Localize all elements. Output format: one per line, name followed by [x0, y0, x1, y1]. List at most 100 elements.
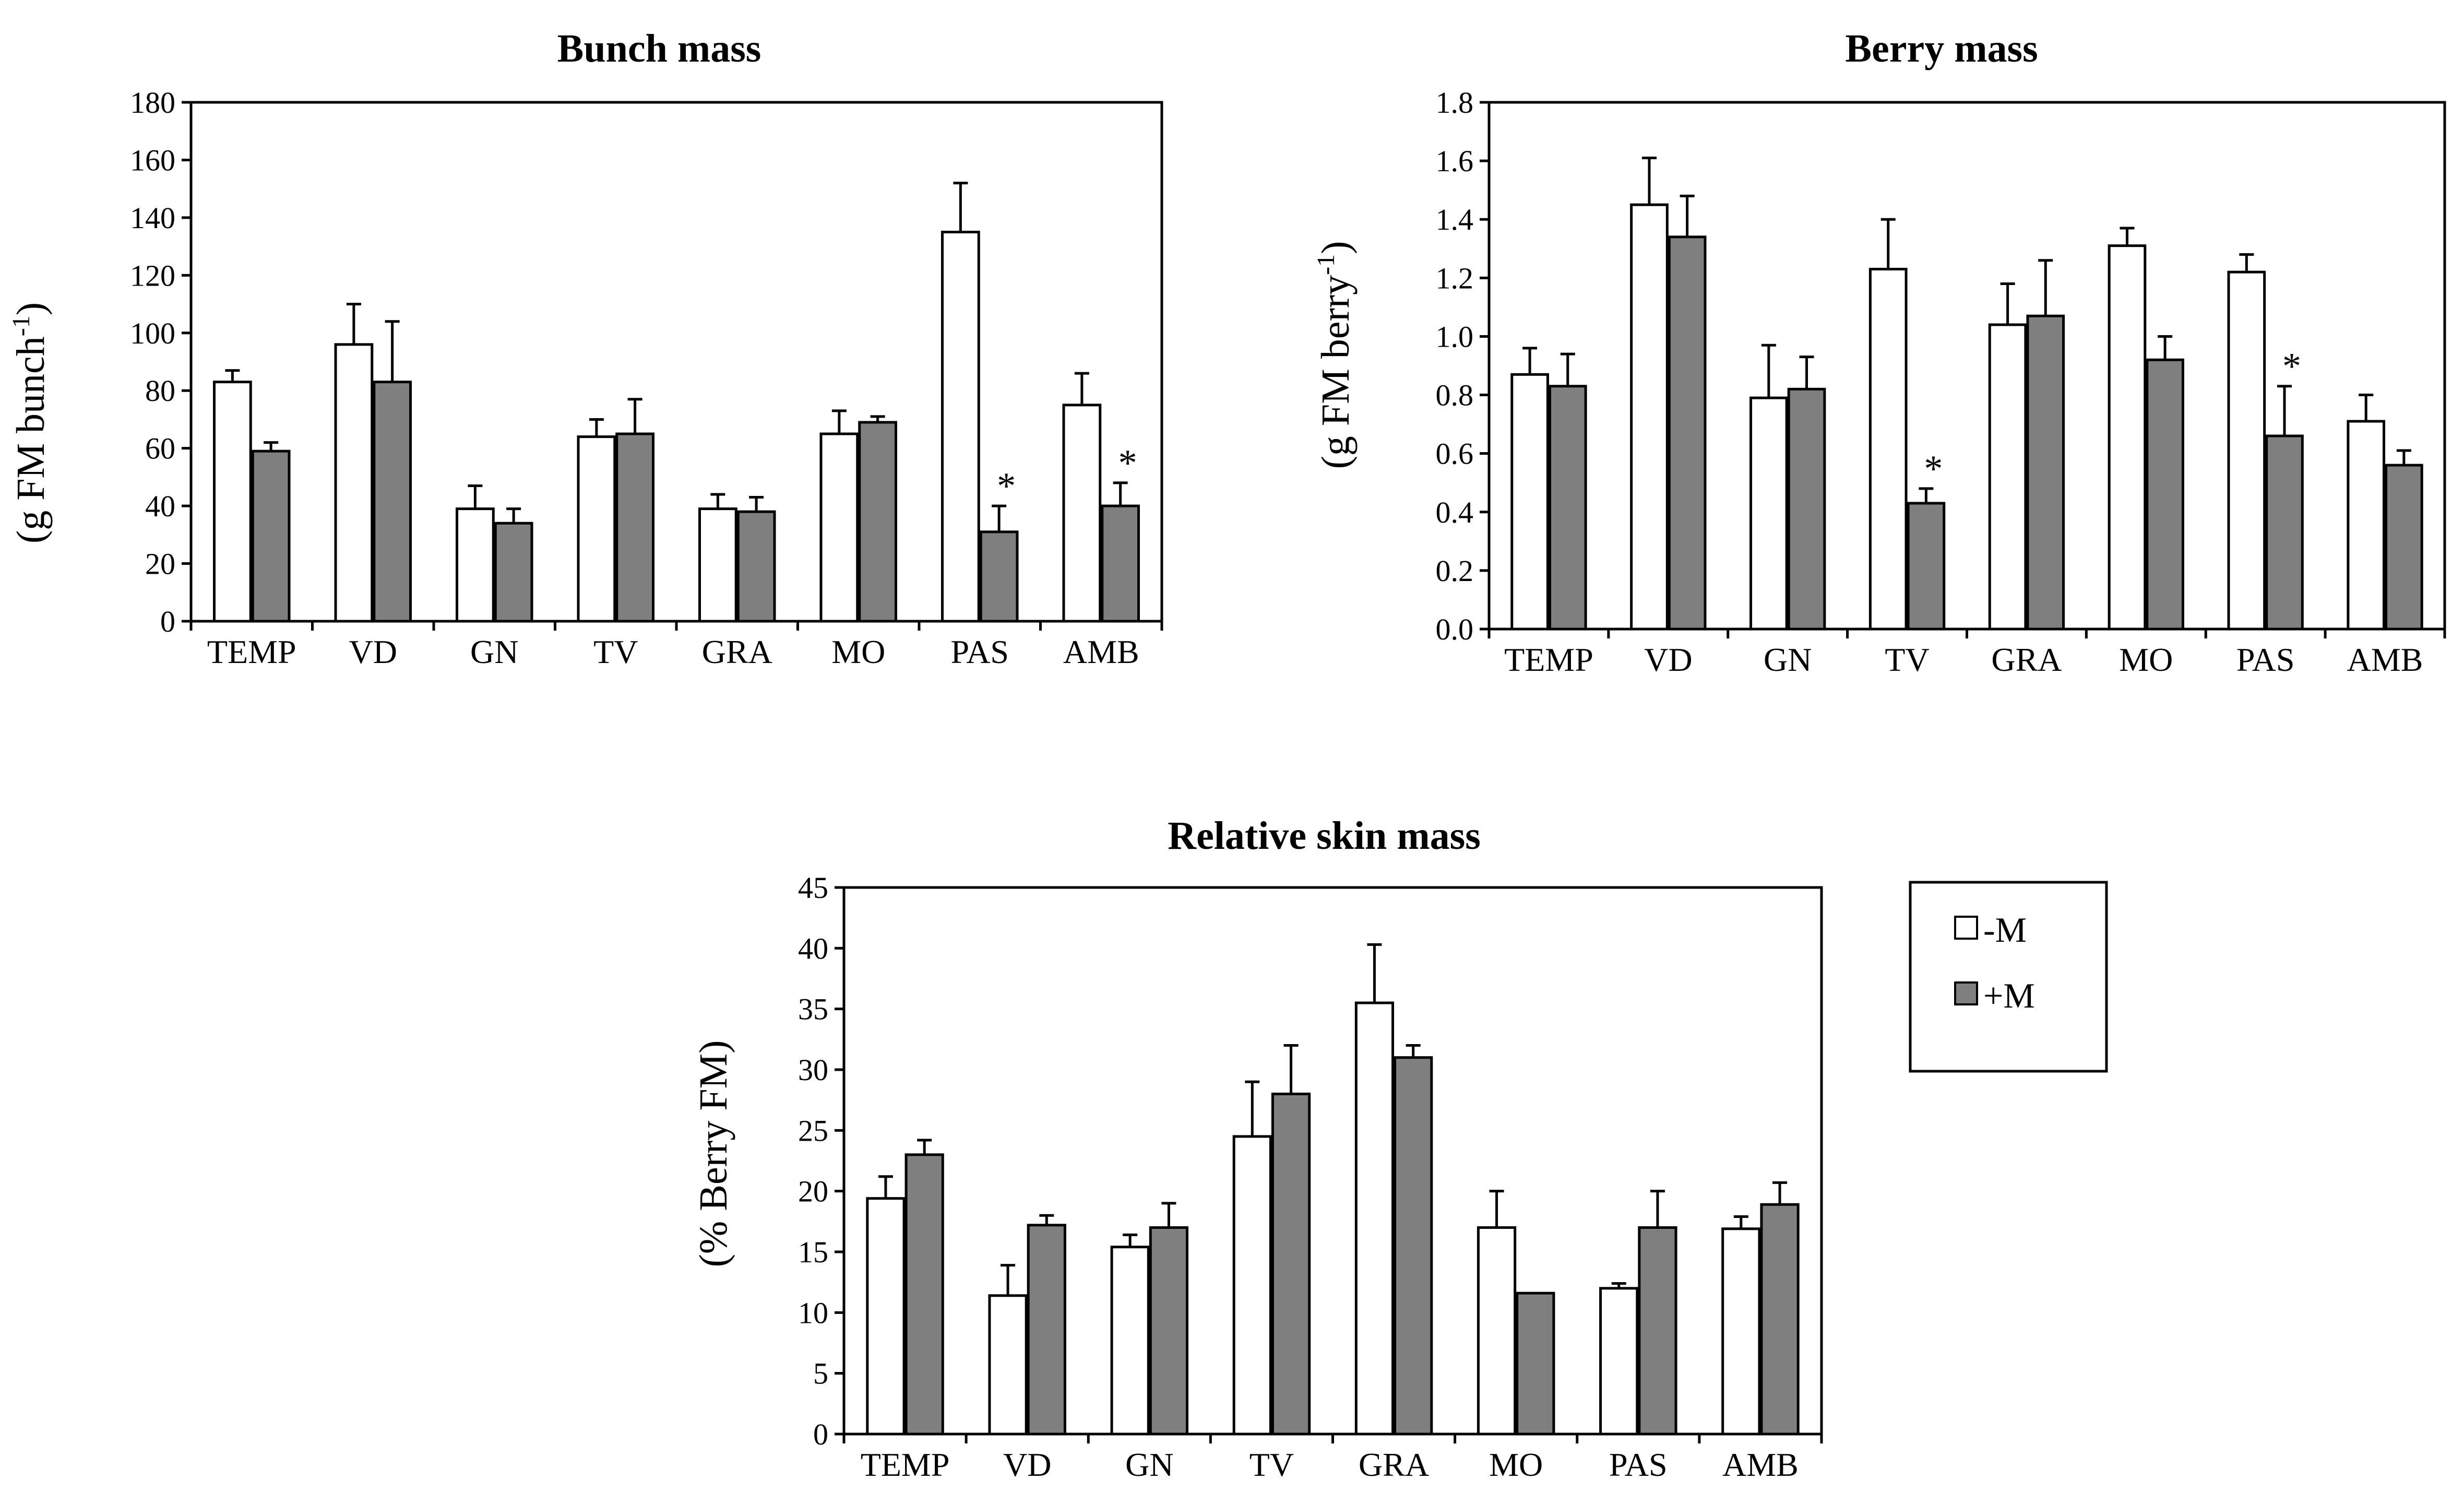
legend: -M +M — [1909, 881, 2108, 1073]
bar-minus-m — [2227, 270, 2266, 631]
y-tick-label: 0 — [160, 605, 175, 638]
y-tick-label: 5 — [813, 1357, 828, 1391]
bar-minus-m — [1510, 373, 1549, 631]
bar-minus-m — [1110, 1246, 1150, 1436]
bar-minus-m — [1477, 1226, 1517, 1436]
legend-box — [1909, 881, 2108, 1073]
legend-swatch-minus-m — [1954, 916, 1978, 940]
bar-plus-m — [615, 432, 654, 623]
bar-minus-m — [334, 343, 374, 623]
significance-marker: * — [1924, 448, 1943, 490]
x-tick-label: AMB — [1063, 633, 1139, 670]
bar-plus-m — [251, 449, 291, 623]
bar-plus-m — [1394, 1056, 1433, 1436]
bar-minus-m — [1599, 1287, 1639, 1436]
y-tick-label: 1.0 — [1436, 319, 1474, 353]
legend-swatch-plus-m — [1954, 981, 1978, 1005]
x-tick-label: PAS — [2236, 641, 2295, 678]
x-tick-label: TV — [593, 633, 638, 670]
bar-minus-m — [1232, 1135, 1272, 1436]
bar-plus-m — [1271, 1093, 1311, 1436]
relative-skin-mass-chart: Relative skin mass (% Berry FM) 0 5 10 15 20… — [692, 814, 1823, 1483]
x-tick-label: TEMP — [1504, 641, 1593, 678]
x-tick-label: GRA — [1359, 1446, 1429, 1483]
y-tick-label: 120 — [130, 258, 175, 292]
bar-plus-m — [1027, 1224, 1066, 1436]
bar-plus-m — [1760, 1203, 1800, 1436]
y-tick-label: 40 — [798, 931, 828, 965]
x-tick-label: TV — [1249, 1446, 1294, 1483]
y-tick-label: 0.4 — [1436, 495, 1474, 529]
bar-plus-m — [1668, 235, 1707, 631]
chart-title: Bunch mass — [557, 27, 761, 70]
bar-plus-m — [1907, 502, 1946, 631]
berry-mass-chart: Berry mass (g FM berry-1) 0.0 0.2 0.4 0.6 0.… — [1312, 27, 2446, 678]
y-axis-label: (g FM bunch-1) — [7, 302, 53, 543]
legend-label-minus-m: -M — [1983, 910, 2027, 950]
x-tick-label: AMB — [1722, 1446, 1799, 1483]
bar-plus-m — [1516, 1292, 1555, 1436]
bar-minus-m — [2347, 420, 2386, 631]
y-tick-label: 60 — [145, 432, 175, 466]
y-tick-label: 0.2 — [1436, 554, 1474, 588]
y-tick-label: 80 — [145, 374, 175, 408]
y-tick-label: 10 — [798, 1296, 828, 1330]
bar-plus-m — [1149, 1226, 1189, 1436]
significance-marker: * — [997, 465, 1016, 507]
bunch-mass-chart: Bunch mass (g FM bunch-1) 0 20 40 60 80 100 12… — [7, 27, 1163, 670]
y-tick-label: 140 — [130, 201, 175, 235]
x-tick-label: GN — [1764, 641, 1812, 678]
x-tick-label: PAS — [1609, 1446, 1668, 1483]
bar-minus-m — [577, 435, 616, 623]
bar-plus-m — [736, 510, 776, 623]
x-tick-label: TEMP — [861, 1446, 950, 1483]
significance-marker: * — [2282, 346, 2301, 387]
bar-plus-m — [2385, 464, 2423, 631]
bar-minus-m — [1721, 1227, 1761, 1436]
y-tick-label: 35 — [798, 992, 828, 1026]
y-axis-label: (% Berry FM) — [692, 1040, 735, 1268]
bar-minus-m — [2108, 244, 2147, 631]
bar-plus-m — [1787, 387, 1826, 631]
x-tick-label: TEMP — [207, 633, 296, 670]
bar-minus-m — [1062, 404, 1102, 623]
x-tick-label: MO — [1489, 1446, 1543, 1483]
bar-plus-m — [1638, 1226, 1677, 1436]
x-tick-label: GN — [1125, 1446, 1173, 1483]
bar-minus-m — [1988, 323, 2027, 631]
y-tick-label: 20 — [145, 547, 175, 581]
bar-plus-m — [979, 530, 1019, 623]
x-tick-label: MO — [2119, 641, 2173, 678]
y-tick-label: 1.2 — [1436, 261, 1474, 295]
x-tick-label: PAS — [950, 633, 1009, 670]
y-axis-label: (g FM berry-1) — [1312, 241, 1358, 469]
bar-minus-m — [1354, 1001, 1395, 1436]
bar-plus-m — [494, 522, 533, 623]
x-tick-label: VD — [349, 633, 397, 670]
y-tick-label: 45 — [798, 871, 828, 905]
y-tick-label: 160 — [130, 143, 175, 177]
y-tick-label: 30 — [798, 1053, 828, 1087]
y-tick-label: 0.8 — [1436, 378, 1474, 412]
y-tick-label: 40 — [145, 489, 175, 523]
x-tick-label: VD — [1003, 1446, 1051, 1483]
x-tick-label: GRA — [1991, 641, 2062, 678]
y-tick-label: 1.8 — [1436, 86, 1474, 120]
significance-marker: * — [1118, 442, 1137, 484]
y-tick-label: 100 — [130, 316, 175, 350]
bar-minus-m — [1749, 396, 1788, 631]
y-tick-label: 1.6 — [1436, 144, 1474, 178]
bar-plus-m — [2026, 314, 2065, 631]
bar-minus-m — [698, 507, 737, 623]
x-tick-label: MO — [831, 633, 885, 670]
x-tick-label: TV — [1885, 641, 1929, 678]
y-tick-label: 0 — [813, 1417, 828, 1451]
bar-plus-m — [2146, 358, 2184, 631]
chart-title: Relative skin mass — [1168, 814, 1481, 858]
bar-minus-m — [213, 381, 252, 623]
bar-plus-m — [1101, 504, 1140, 623]
y-tick-label: 15 — [798, 1235, 828, 1269]
bar-minus-m — [1868, 268, 1908, 631]
bar-plus-m — [373, 381, 412, 623]
